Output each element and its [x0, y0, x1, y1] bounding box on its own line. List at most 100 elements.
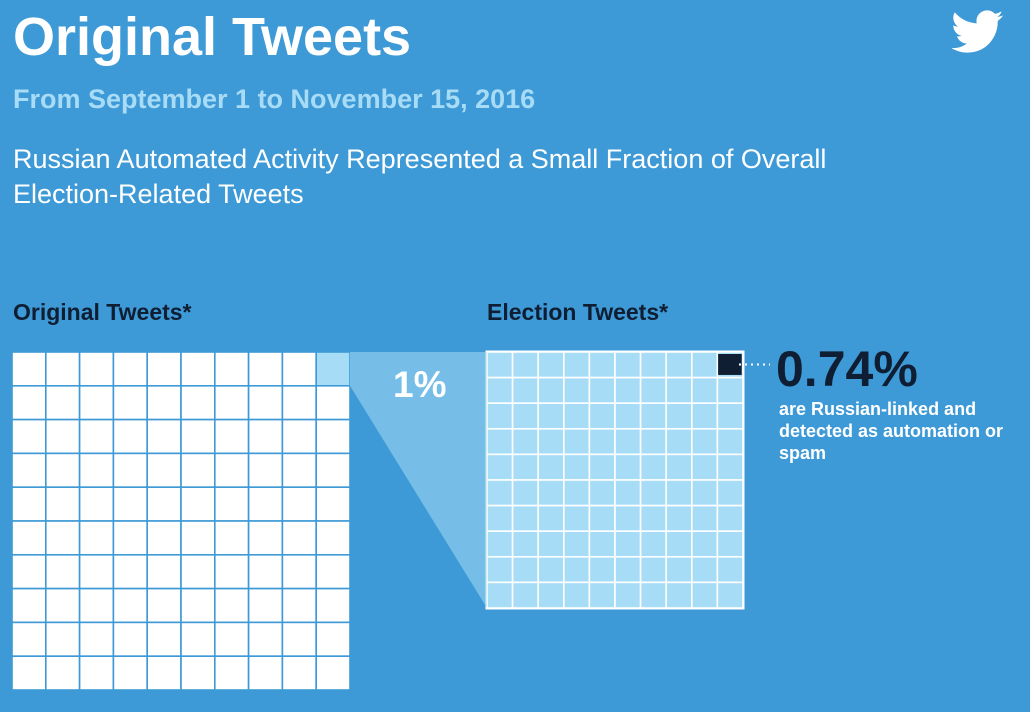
original-cell [112, 486, 149, 522]
zoom-connector [350, 352, 487, 608]
page-subtitle: From September 1 to November 15, 2016 [13, 84, 536, 114]
election-cell [690, 479, 719, 507]
election-cell [639, 504, 667, 533]
original-cell [247, 452, 284, 488]
election-cell [486, 351, 514, 379]
election-cell [690, 351, 719, 379]
election-cell [588, 581, 616, 609]
election-cell [537, 581, 565, 609]
election-cell [486, 581, 514, 609]
original-cell [247, 520, 284, 556]
election-cell [537, 479, 565, 507]
election-cell [614, 479, 642, 507]
original-cell [281, 418, 317, 455]
original-cell [281, 621, 317, 658]
election-highlight-percent: 0.74% [776, 341, 918, 397]
election-cell [486, 479, 514, 507]
election-cell [665, 504, 693, 533]
election-cell [665, 351, 693, 379]
election-cell [588, 453, 616, 481]
original-cell [11, 587, 47, 624]
election-cell [614, 581, 642, 609]
election-cell [614, 530, 642, 558]
election-cell [537, 530, 565, 558]
original-cell [315, 553, 351, 590]
election-cell [511, 581, 539, 609]
election-cell [588, 376, 616, 405]
original-cell [247, 384, 284, 421]
election-cell [486, 453, 514, 481]
election-cell [588, 351, 616, 379]
election-cell [562, 504, 591, 533]
election-cell [537, 453, 565, 481]
election-cell [665, 376, 693, 405]
original-cell [146, 486, 182, 522]
election-cell [486, 376, 514, 405]
election-cell [537, 376, 565, 405]
original-cell [112, 655, 149, 691]
election-cell [562, 555, 591, 584]
election-cell [639, 555, 667, 584]
election-cell [614, 427, 642, 456]
election-tweets-label: Election Tweets* [487, 299, 669, 325]
election-cell [588, 479, 616, 507]
election-cell [716, 453, 744, 481]
election-cell [716, 504, 744, 533]
election-cell [511, 555, 539, 584]
election-cell [537, 351, 565, 379]
original-cell [247, 655, 284, 691]
election-cell [639, 479, 667, 507]
election-cell [665, 581, 693, 609]
election-cell [588, 530, 616, 558]
original-cell [180, 520, 216, 556]
original-cell [44, 655, 81, 691]
original-cell [247, 486, 284, 522]
original-cell [112, 418, 149, 455]
original-cell [247, 621, 284, 658]
original-cell [315, 384, 351, 421]
original-cell [315, 418, 351, 455]
original-cell [315, 655, 351, 691]
election-cell [486, 530, 514, 558]
election-cell [716, 581, 744, 609]
original-cell [281, 520, 317, 556]
election-cell [486, 555, 514, 584]
original-cell [180, 655, 216, 691]
election-cell [639, 427, 667, 456]
original-cell [247, 418, 284, 455]
original-cell [78, 384, 115, 421]
original-cell [180, 418, 216, 455]
original-cell [44, 520, 81, 556]
election-cell [562, 427, 591, 456]
election-cell [537, 504, 565, 533]
original-cell [11, 553, 47, 590]
original-cell [214, 418, 250, 455]
election-highlight-cell [718, 354, 742, 375]
original-cell [11, 520, 47, 556]
original-cell [78, 520, 115, 556]
original-cell [315, 486, 351, 522]
election-cell [511, 530, 539, 558]
original-highlight-percent: 1% [393, 364, 447, 405]
election-cell [716, 402, 744, 430]
original-cell [281, 486, 317, 522]
original-cell [78, 418, 115, 455]
election-cell [562, 479, 591, 507]
election-cell [562, 530, 591, 558]
original-tweets-label: Original Tweets* [13, 299, 192, 325]
original-cell [214, 655, 250, 691]
original-cell [180, 553, 216, 590]
election-cell [588, 402, 616, 430]
original-cell [180, 486, 216, 522]
page-title: Original Tweets [13, 7, 412, 67]
election-cell [716, 555, 744, 584]
original-cell [146, 452, 182, 488]
original-cell [281, 655, 317, 691]
original-cell [281, 587, 317, 624]
election-cell [639, 376, 667, 405]
original-cell [180, 384, 216, 421]
election-cell [690, 402, 719, 430]
election-cell [537, 427, 565, 456]
election-cell [562, 376, 591, 405]
